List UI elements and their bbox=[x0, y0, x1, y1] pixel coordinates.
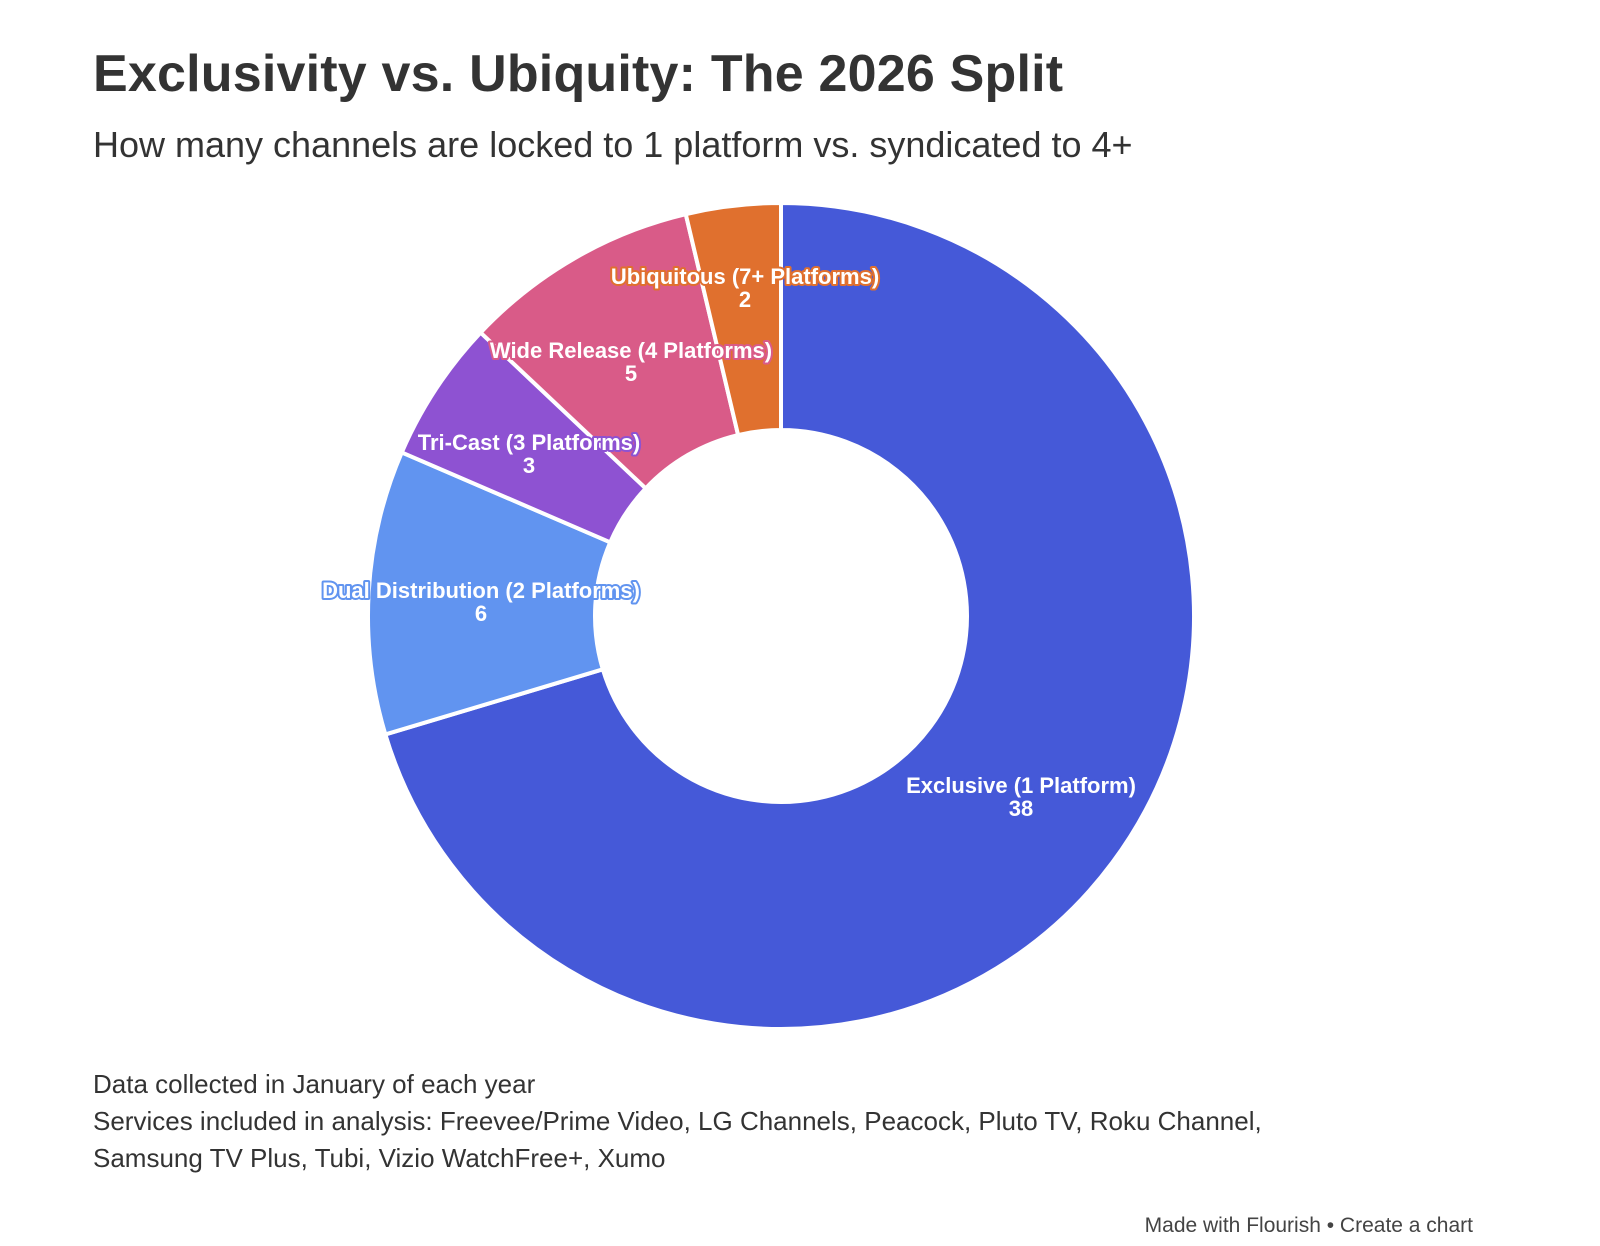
slice-label-1: Exclusive (1 Platform) bbox=[906, 773, 1136, 798]
slice-label-5: Ubiquitous (7+ Platforms) bbox=[611, 264, 879, 289]
slice-value-1: 38 bbox=[1009, 796, 1033, 821]
note-line-2: Services included in analysis: Freevee/P… bbox=[93, 1106, 1262, 1136]
note-line-3: Samsung TV Plus, Tubi, Vizio WatchFree+,… bbox=[93, 1143, 666, 1173]
slice-value-4: 5 bbox=[625, 361, 637, 386]
footer-separator: • bbox=[1320, 1214, 1340, 1237]
slice-label-4: Wide Release (4 Platforms) bbox=[490, 338, 772, 363]
create-chart-link[interactable]: Create a chart bbox=[1339, 1214, 1473, 1237]
chart-title: Exclusivity vs. Ubiquity: The 2026 Split bbox=[93, 45, 1064, 103]
made-with-flourish-link[interactable]: Made with Flourish bbox=[1144, 1214, 1321, 1237]
note-line-1: Data collected in January of each year bbox=[93, 1069, 536, 1099]
chart-subtitle: How many channels are locked to 1 platfo… bbox=[93, 124, 1133, 165]
slice-label-3: Tri-Cast (3 Platforms) bbox=[418, 430, 641, 455]
slice-value-2: 6 bbox=[475, 601, 487, 626]
donut-slice-1[interactable] bbox=[383, 201, 1196, 1031]
donut-slice-4[interactable] bbox=[478, 212, 741, 491]
chart-notes: Data collected in January of each year S… bbox=[93, 1066, 1262, 1177]
donut-slice-2[interactable] bbox=[366, 450, 613, 737]
slice-value-3: 3 bbox=[523, 453, 535, 478]
flourish-footer: Made with Flourish • Create a chart bbox=[1145, 1214, 1473, 1238]
slice-value-5: 2 bbox=[739, 287, 751, 312]
donut-slice-5[interactable] bbox=[683, 201, 783, 438]
slice-label-2: Dual Distribution (2 Platforms) bbox=[322, 578, 640, 603]
